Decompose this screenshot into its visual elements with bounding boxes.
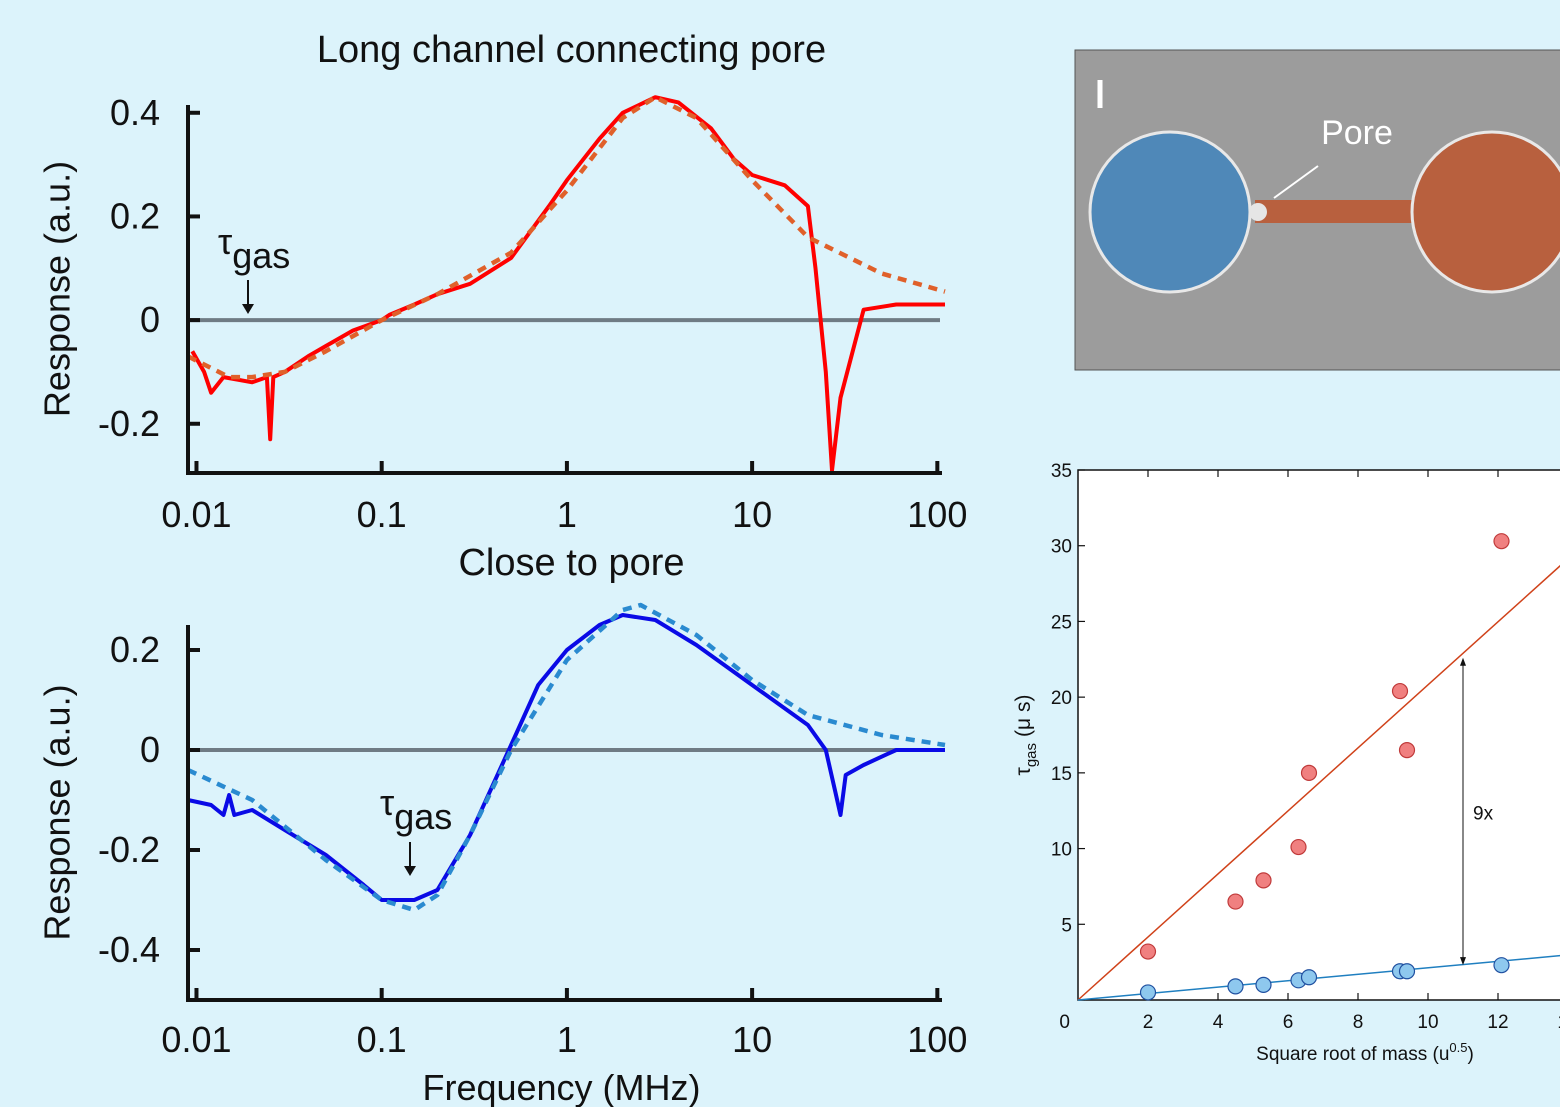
annotation-arrowhead [242, 304, 254, 314]
data-point [1227, 893, 1244, 910]
fit-line [186, 94, 946, 380]
y-tick-label: 15 [1051, 764, 1072, 785]
annotation-arrowhead [404, 866, 416, 876]
data-point [1139, 984, 1157, 1001]
annotation-subscript: gas [394, 796, 452, 837]
y-tick-label: 0 [140, 729, 160, 770]
sem-image: Pore [1074, 49, 1560, 371]
y-tick-label: 0.4 [110, 92, 160, 133]
y-tick-label: 20 [1051, 688, 1072, 709]
x-tick-label: 4 [1213, 1012, 1224, 1033]
chart-title: Close to pore [458, 542, 684, 584]
x-tick-label: 100 [907, 1019, 967, 1060]
data-point [1300, 764, 1318, 781]
data-point [1300, 969, 1318, 986]
x-tick-label: 0.1 [357, 1019, 407, 1060]
channel [1255, 200, 1425, 223]
y-axis-label: τgas (μ s) [1012, 695, 1040, 776]
y-tick-label: 5 [1061, 915, 1072, 936]
y-label-subscript: gas [1023, 743, 1040, 767]
data-point [1139, 943, 1157, 960]
y-axis-label: Response (a.u.) [37, 684, 78, 940]
annotation: τgas [380, 782, 452, 837]
y-axis-label: Response (a.u.) [37, 161, 78, 417]
x-label-text: Square root of mass (u [1256, 1044, 1449, 1065]
x-label-superscript: 0.5 [1449, 1040, 1467, 1055]
y-label-symbol: τ [1012, 766, 1035, 775]
y-tick-label: 0 [1059, 1012, 1070, 1033]
x-tick-label: 2 [1143, 1012, 1154, 1033]
annotation: τgas [218, 221, 290, 276]
data-line [190, 95, 945, 473]
data-point [1493, 533, 1510, 550]
y-tick-label: -0.2 [98, 829, 160, 870]
data-line [187, 613, 945, 902]
data-point [1290, 838, 1307, 856]
annotation-symbol: τ [380, 782, 394, 823]
annotation-subscript: gas [232, 235, 290, 276]
data-point [1493, 957, 1510, 974]
fit-line [1077, 954, 1560, 1001]
chart-title: Long channel connecting pore [317, 29, 826, 71]
annotation-symbol: τ [218, 221, 232, 262]
y-tick-label: 0.2 [110, 629, 160, 670]
x-axis-label: Frequency (MHz) [422, 1067, 700, 1107]
x-tick-label: 6 [1283, 1012, 1294, 1033]
fit-line [187, 602, 946, 913]
arrow-label: 9x [1473, 803, 1494, 824]
y-tick-label: 0.2 [110, 195, 160, 236]
blue-chamber [1088, 130, 1252, 294]
x-tick-label: 1 [557, 1019, 577, 1060]
fit-line [1077, 564, 1560, 1001]
data-point [1255, 872, 1272, 889]
x-tick-label: 0.1 [357, 494, 407, 535]
y-tick-label: -0.4 [98, 929, 160, 970]
x-axis-label: Square root of mass (u0.5) [1256, 1040, 1474, 1065]
x-tick-label: 0.01 [161, 1019, 231, 1060]
y-tick-label: 10 [1051, 840, 1072, 861]
data-point [1398, 742, 1416, 759]
y-tick-label: 35 [1051, 461, 1072, 482]
x-label-end: ) [1468, 1044, 1474, 1065]
data-point [1255, 976, 1272, 993]
y-tick-label: 0 [140, 299, 160, 340]
y-tick-label: 25 [1051, 612, 1072, 633]
pore-label: Pore [1321, 114, 1393, 152]
x-tick-label: 14 [1557, 1012, 1560, 1033]
pore-pointer [1273, 165, 1319, 199]
data-point [1391, 682, 1409, 700]
plot-area [1077, 469, 1560, 1001]
x-tick-label: 0.01 [161, 494, 231, 535]
x-tick-label: 10 [1417, 1012, 1438, 1033]
x-tick-label: 12 [1487, 1012, 1508, 1033]
y-tick-label: 30 [1051, 537, 1072, 558]
data-point [1227, 978, 1244, 995]
x-tick-label: 8 [1353, 1012, 1364, 1033]
data-point [1398, 963, 1416, 980]
y-label-unit: (μ s) [1012, 695, 1035, 737]
y-tick-label: -0.2 [98, 403, 160, 444]
x-tick-label: 100 [907, 494, 967, 535]
orange-chamber [1410, 130, 1560, 294]
pore-dot [1249, 203, 1267, 221]
x-tick-label: 1 [557, 494, 577, 535]
x-tick-label: 10 [732, 494, 772, 535]
x-tick-label: 10 [732, 1019, 772, 1060]
